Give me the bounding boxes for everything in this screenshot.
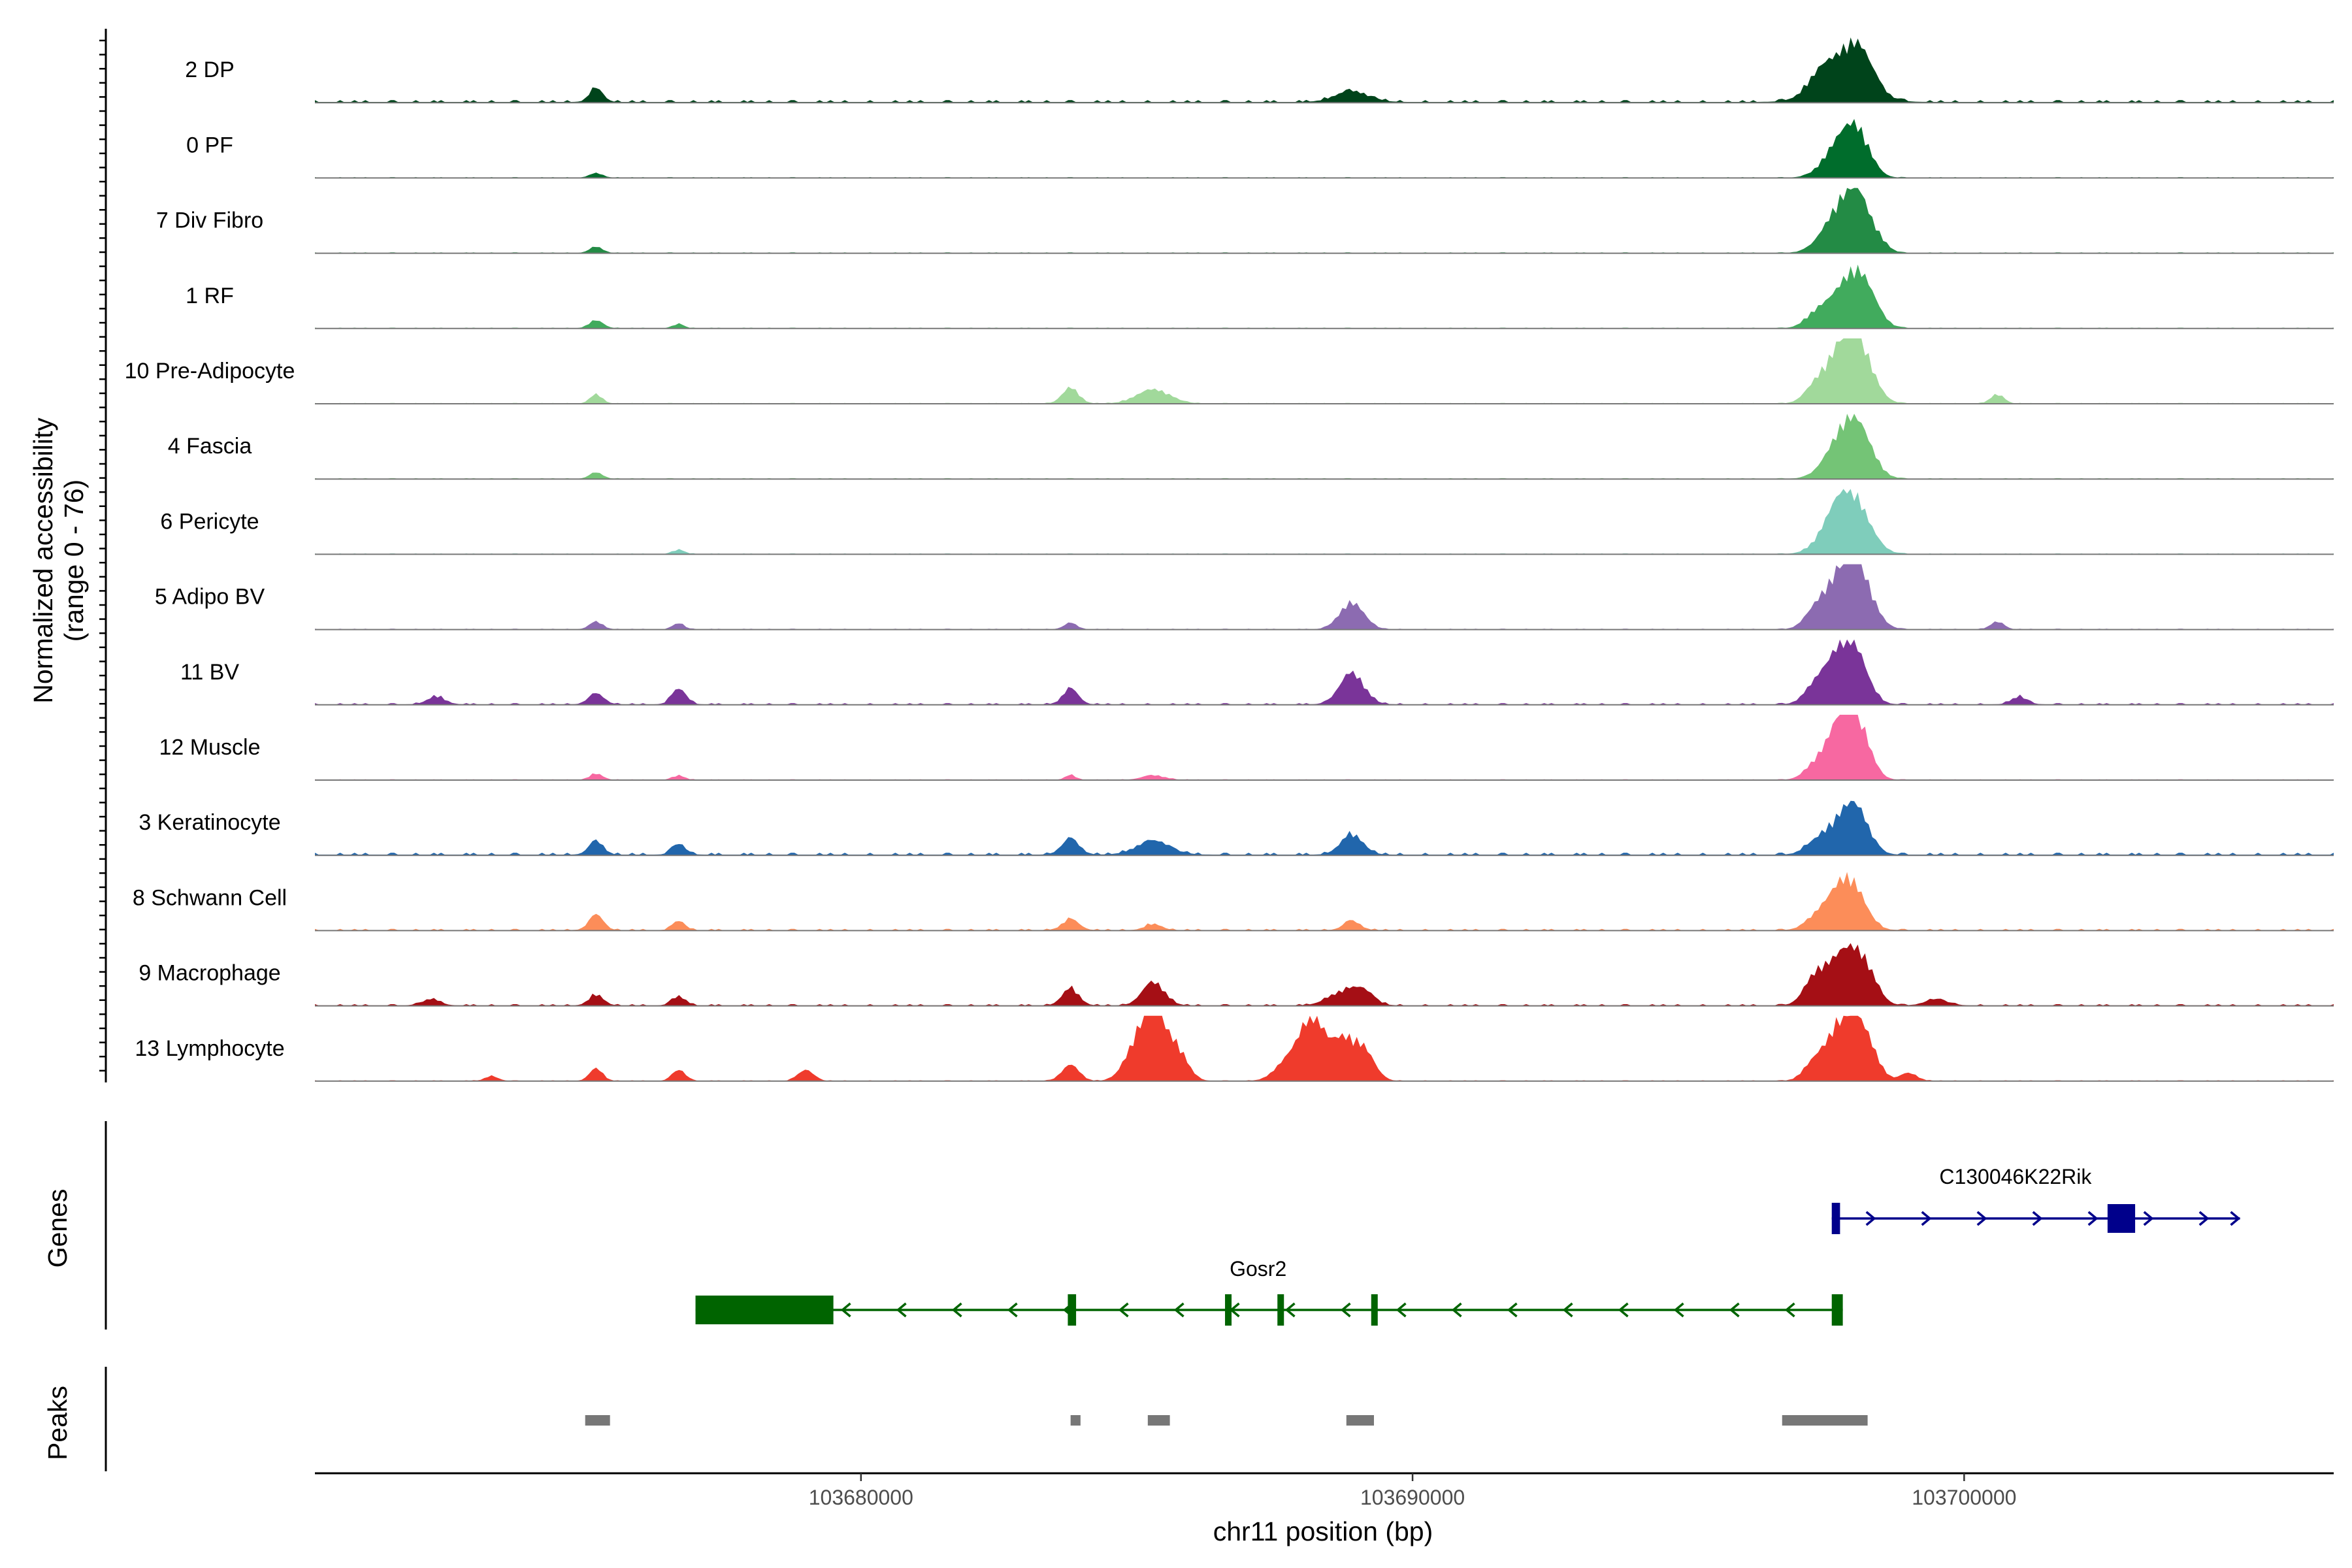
exon <box>1371 1294 1378 1326</box>
track-label: 1 RF <box>186 284 234 308</box>
track-3-keratinocyte: 3 Keratinocyte <box>139 800 2334 857</box>
track-0-pf: 0 PF <box>186 119 2334 179</box>
gene-label: C130046K22Rik <box>1939 1165 2092 1188</box>
strand-arrow <box>1673 1302 1684 1318</box>
track-label: 11 BV <box>180 660 239 685</box>
exon <box>1068 1294 1077 1326</box>
exon <box>1277 1294 1284 1326</box>
coverage-area-13-lymphocyte <box>315 1015 2334 1081</box>
track-label: 12 Muscle <box>159 735 261 760</box>
track-label: 8 Schwann Cell <box>133 885 287 910</box>
track-8-schwann-cell: 8 Schwann Cell <box>133 872 2334 932</box>
gene-label: Gosr2 <box>1230 1257 1286 1281</box>
peak-track <box>105 1367 1868 1471</box>
strand-arrow <box>2198 1211 2210 1226</box>
exon <box>1831 1203 1840 1234</box>
gene-track: Gosr2 C130046K22Rik <box>105 1121 2241 1330</box>
strand-arrow <box>1118 1302 1129 1318</box>
track-4-fascia: 4 Fascia <box>168 414 2334 480</box>
strand-arrow <box>1507 1302 1518 1318</box>
coverage-area-6-pericyte <box>315 489 2334 555</box>
exon <box>1225 1294 1232 1326</box>
strand-arrow <box>1618 1302 1629 1318</box>
track-7-div-fibro: 7 Div Fibro <box>156 188 2334 254</box>
track-2-dp: 2 DP <box>185 37 2334 104</box>
strand-arrow <box>840 1302 851 1318</box>
strand-arrow <box>2087 1211 2099 1226</box>
coverage-area-11-bv <box>315 639 2334 705</box>
gene-c130046k22rik: C130046K22Rik <box>1831 1165 2241 1234</box>
track-label: 7 Div Fibro <box>156 208 263 233</box>
track-label: 13 Lymphocyte <box>135 1036 284 1061</box>
strand-arrow <box>1562 1302 1573 1318</box>
exon <box>2107 1204 2136 1233</box>
track-6-pericyte: 6 Pericyte <box>160 489 2334 555</box>
x-axis-title: chr11 position (bp) <box>1213 1516 1433 1546</box>
strand-arrow <box>1284 1302 1296 1318</box>
track-10-pre-adipocyte: 10 Pre-Adipocyte <box>125 338 2334 404</box>
strand-arrow <box>2143 1211 2154 1226</box>
track-label: 0 PF <box>186 133 233 157</box>
peak-region <box>1782 1415 1868 1426</box>
track-label: 9 Macrophage <box>139 961 280 986</box>
peak-region <box>1070 1415 1081 1426</box>
track-label: 3 Keratinocyte <box>139 810 280 835</box>
track-label: 5 Adipo BV <box>155 585 265 610</box>
track-label: 4 Fascia <box>168 434 252 459</box>
strand-arrow <box>2230 1211 2241 1226</box>
strand-arrow <box>1865 1211 1876 1226</box>
coverage-area-0-pf <box>315 119 2334 178</box>
coverage-area-2-dp <box>315 37 2334 103</box>
strand-arrow <box>1340 1302 1351 1318</box>
x-tick-label: 103680000 <box>809 1486 913 1509</box>
strand-arrow <box>1729 1302 1740 1318</box>
track-11-bv: 11 BV <box>180 639 2334 706</box>
peaks-panel-label: Peaks <box>42 1386 73 1460</box>
peak-region <box>585 1415 610 1426</box>
y-axis-title-line2: (range 0 - 76) <box>59 480 89 642</box>
strand-arrow <box>1976 1211 1987 1226</box>
strand-arrow <box>951 1302 962 1318</box>
strand-arrow <box>896 1302 907 1318</box>
coverage-tracks: 2 DP 0 PF 7 Div Fibro 1 RF 10 Pre-Adipocyte 4… <box>99 29 2334 1083</box>
peak-region <box>1346 1415 1374 1426</box>
coverage-area-9-macrophage <box>315 943 2334 1006</box>
strand-arrow <box>1784 1302 1795 1318</box>
coverage-area-1-rf <box>315 265 2334 329</box>
genes-panel-label: Genes <box>42 1189 73 1268</box>
gene-gosr2: Gosr2 <box>695 1257 1843 1326</box>
x-tick-label: 103690000 <box>1360 1486 1465 1509</box>
track-12-muscle: 12 Muscle <box>159 715 2334 781</box>
track-13-lymphocyte: 13 Lymphocyte <box>135 1015 2334 1082</box>
track-label: 10 Pre-Adipocyte <box>125 359 295 384</box>
coverage-area-4-fascia <box>315 414 2334 480</box>
coverage-area-10-pre-adipocyte <box>315 338 2334 404</box>
coverage-area-12-muscle <box>315 715 2334 780</box>
track-9-macrophage: 9 Macrophage <box>139 943 2334 1007</box>
exon <box>1831 1294 1843 1326</box>
y-axis-title-line1: Normalized accessibility <box>28 417 58 704</box>
track-5-adipo-bv: 5 Adipo BV <box>155 564 2334 630</box>
x-axis: 103680000 103690000 103700000 <box>315 1472 2334 1509</box>
track-1-rf: 1 RF <box>186 265 2334 329</box>
peak-region <box>1147 1415 1170 1426</box>
coverage-area-5-adipo-bv <box>315 564 2334 630</box>
exon <box>695 1296 834 1324</box>
strand-arrow <box>1451 1302 1462 1318</box>
strand-arrow <box>1921 1211 1932 1226</box>
coverage-area-8-schwann-cell <box>315 872 2334 931</box>
strand-arrow <box>1007 1302 1018 1318</box>
track-label: 6 Pericyte <box>160 509 259 534</box>
x-tick-label: 103700000 <box>1912 1486 2016 1509</box>
strand-arrow <box>1396 1302 1407 1318</box>
strand-arrow <box>2032 1211 2043 1226</box>
coverage-area-3-keratinocyte <box>315 800 2334 856</box>
coverage-area-7-div-fibro <box>315 188 2334 253</box>
track-label: 2 DP <box>185 57 235 82</box>
strand-arrow <box>1173 1302 1184 1318</box>
